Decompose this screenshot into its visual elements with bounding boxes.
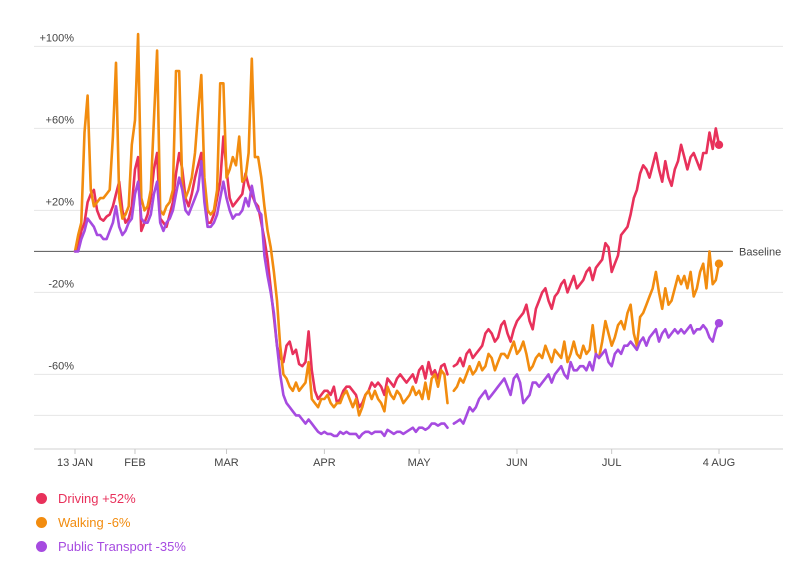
- baseline: Baseline: [34, 246, 781, 258]
- legend-item-walking[interactable]: Walking -6%: [36, 510, 186, 534]
- baseline-label: Baseline: [739, 246, 781, 258]
- series-lines: [73, 32, 724, 440]
- x-tick-label: FEB: [124, 457, 145, 469]
- driving-end-point: [714, 140, 724, 149]
- x-tick-label: APR: [313, 457, 336, 469]
- driving-line: [452, 127, 721, 368]
- public-transport-line: [73, 159, 449, 440]
- x-tick-label: JUL: [602, 457, 622, 469]
- x-tick-label: MAY: [408, 457, 432, 469]
- legend-item-public-transport[interactable]: Public Transport -35%: [36, 534, 186, 558]
- walking-line: [73, 32, 449, 417]
- legend: Driving +52% Walking -6% Public Transpor…: [36, 486, 186, 558]
- x-tick-label: JUN: [506, 457, 527, 469]
- legend-item-driving[interactable]: Driving +52%: [36, 486, 186, 510]
- y-tick-label: -60%: [48, 360, 74, 372]
- y-axis: +100% +60% +20% -20% -60%: [39, 32, 74, 372]
- y-tick-label: -20%: [48, 278, 74, 290]
- x-axis: 13 JAN FEB MAR APR MAY JUN JUL 4 AUG: [34, 448, 783, 469]
- walking-end-point: [714, 259, 724, 268]
- walking-dot-icon: [36, 516, 47, 528]
- legend-label-public-transport: Public Transport -35%: [58, 538, 186, 554]
- public-transport-dot-icon: [36, 540, 47, 552]
- legend-label-driving: Driving +52%: [58, 490, 136, 506]
- public-transport-line: [452, 321, 721, 425]
- driving-dot-icon: [36, 492, 47, 504]
- walking-line: [452, 250, 721, 393]
- legend-label-walking: Walking -6%: [58, 514, 131, 530]
- gridlines: [34, 45, 783, 416]
- public-transport-end-point: [714, 318, 724, 328]
- x-tick-label: MAR: [214, 457, 239, 469]
- y-tick-label: +60%: [46, 114, 75, 126]
- y-tick-label: +100%: [39, 32, 74, 44]
- x-tick-label: 4 AUG: [703, 457, 735, 469]
- x-tick-label: 13 JAN: [57, 457, 93, 469]
- y-tick-label: +20%: [46, 196, 75, 208]
